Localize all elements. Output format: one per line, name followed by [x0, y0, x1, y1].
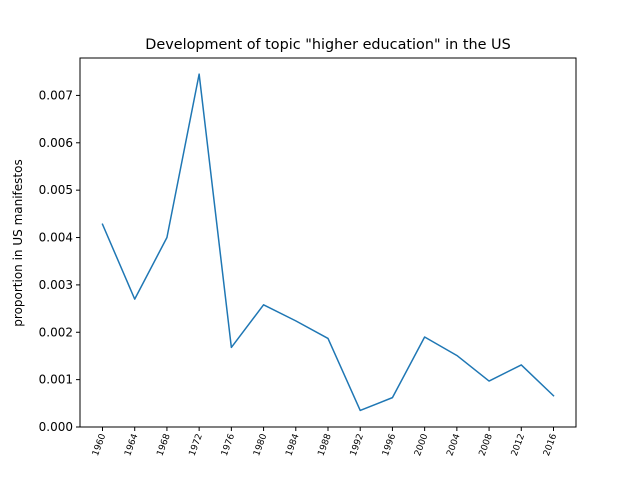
- x-tick-label: 1976: [220, 432, 237, 457]
- y-tick-label: 0.007: [39, 88, 73, 102]
- x-tick-label: 2004: [445, 432, 462, 457]
- y-tick-label: 0.006: [39, 136, 73, 150]
- series-line: [101, 73, 555, 412]
- x-tick-label: 2000: [413, 432, 430, 457]
- y-tick-label: 0.003: [39, 278, 73, 292]
- y-axis: 0.000 0.001 0.002 0.003 0.004 0.005 0.006 0.007: [39, 88, 80, 434]
- x-tick-label: 1984: [284, 432, 301, 457]
- x-tick-label: 2016: [542, 432, 559, 457]
- x-axis: 1960 1964 1968 1972 1976 1980 1984 1988 1992 1996…: [91, 427, 559, 458]
- y-axis-label: proportion in US manifestos: [11, 159, 25, 326]
- x-tick-label: 2008: [478, 432, 495, 457]
- x-tick-label: 1968: [156, 432, 173, 457]
- x-tick-label: 1980: [252, 432, 269, 457]
- axes-frame: [79, 57, 577, 428]
- x-tick-label: 1988: [317, 432, 334, 457]
- y-tick-label: 0.005: [39, 183, 73, 197]
- x-tick-label: 1996: [381, 432, 398, 457]
- chart-title: Development of topic "higher education" …: [145, 37, 510, 53]
- x-tick-label: 1992: [349, 433, 366, 458]
- x-tick-label: 2012: [510, 433, 527, 458]
- x-tick-label: 1972: [188, 433, 205, 458]
- x-tick-label: 1960: [91, 432, 108, 457]
- y-tick-label: 0.002: [39, 325, 73, 339]
- y-tick-label: 0.004: [39, 231, 73, 245]
- plot-area: [101, 73, 555, 412]
- y-tick-label: 0.001: [39, 373, 73, 387]
- y-tick-label: 0.000: [39, 420, 73, 434]
- x-tick-label: 1964: [123, 432, 140, 457]
